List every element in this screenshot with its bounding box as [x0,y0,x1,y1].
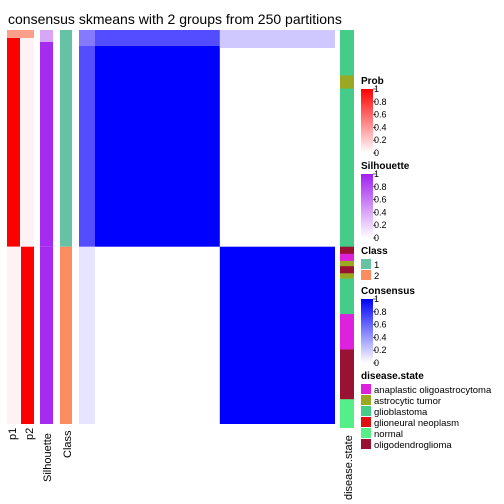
class-swatch-1 [361,270,371,280]
p1-p2-uncertain-rows [7,30,34,38]
consensus-matrix [79,30,335,424]
p2-cell-group-2 [21,246,34,424]
disease_state-swatch-0 [361,384,371,394]
class-cell-group-2 [60,246,72,424]
heatmap-uncertain-cols [79,30,95,247]
disease-band-group-1-0 [340,30,354,77]
silhouette-cell-group-1 [40,30,53,247]
disease_state-swatch-2 [361,406,371,416]
prob-tick-label-5: 0 [374,148,379,158]
prob-tick-label-3: 0.4 [374,122,387,132]
class-swatch-0 [361,259,371,269]
column-label-class: Class [62,430,74,458]
legend-consensus-title: Consensus [361,286,415,297]
disease_state-swatch-1 [361,395,371,405]
consensus-tick-label-3: 0.4 [374,332,387,342]
disease_state-item-label-0: anaplastic oligoastrocytoma [374,385,492,396]
legend-disease-state-title: disease.state [361,371,424,382]
disease-band-group-2-5 [340,278,354,315]
disease-state-column [340,30,354,429]
disease-band-group-2-6 [340,314,354,351]
heatmap-offdiag-band-left [79,246,95,424]
disease-band-group-2-3 [340,266,354,274]
heatmap-offdiag-band-top [219,30,335,48]
disease-band-group-2-7 [340,349,354,400]
consensus-tick-label-4: 0.2 [374,345,387,355]
consensus-tick-label-2: 0.6 [374,320,387,330]
disease-band-group-2-4 [340,273,354,280]
p2-cell-group-1 [21,30,34,247]
disease_state-item-label-4: normal [374,429,403,440]
silhouette-tick-label-2: 0.6 [374,195,387,205]
disease-band-group-2-0 [340,246,354,255]
column-label-silhouette: Silhouette [42,433,54,482]
chart-title: consensus skmeans with 2 groups from 250… [8,11,342,27]
heatmap-block-group-1 [79,30,220,247]
class-item-label-1: 2 [374,271,379,282]
disease_state-item-label-1: astrocytic tumor [374,396,441,407]
column-label-p1: p1 [7,428,19,440]
legend-consensus-colorbar [361,299,373,363]
disease_state-swatch-3 [361,417,371,427]
heatmap-uncertain-rows [79,30,220,46]
prob-tick-label-2: 0.6 [374,110,387,120]
silhouette-tick-label-4: 0.2 [374,220,387,230]
consensus-tick-label-5: 0 [374,358,379,368]
class-item-label-0: 1 [374,260,379,271]
disease_state-swatch-4 [361,428,371,438]
column-label-disease-state: disease.state [343,435,355,500]
legend-class-title: Class [361,246,388,257]
silhouette-tick-label-1: 0.8 [374,182,387,192]
legend-prob: Prob 1 0.8 0.6 0.4 0.2 0 [361,76,387,158]
disease_state-item-label-2: glioblastoma [374,407,428,418]
silhouette-cell-group-2 [40,246,53,424]
legend-disease-state: disease.state anaplastic oligoastrocytom… [361,371,492,451]
consensus-tick-label-0: 1 [374,294,379,304]
disease-band-group-2-1 [340,253,354,262]
prob-tick-label-0: 1 [374,84,379,94]
class-cell-group-1 [60,30,72,247]
legend-consensus: Consensus 1 0.8 0.6 0.4 0.2 0 [361,286,415,368]
disease_state-swatch-5 [361,439,371,449]
silhouette-low-rows [40,30,53,42]
prob-tick-label-4: 0.2 [374,135,387,145]
silhouette-tick-label-5: 0 [374,233,379,243]
disease-band-group-1-1 [340,75,354,90]
disease-band-group-2-2 [340,260,354,267]
silhouette-tick-label-3: 0.4 [374,207,387,217]
silhouette-tick-label-0: 1 [374,169,379,179]
annotation-columns [7,30,72,424]
p1-cell-group-2 [7,246,20,424]
prob-tick-label-1: 0.8 [374,97,387,107]
disease_state-item-label-5: oligodendroglioma [374,440,452,451]
disease-band-group-2-8 [340,399,354,429]
p1-cell-group-1 [7,30,20,247]
disease-band-group-1-2 [340,88,354,248]
consensus-tick-label-1: 0.8 [374,307,387,317]
legend-silhouette: Silhouette 1 0.8 0.6 0.4 0.2 0 [361,161,410,243]
legend-prob-colorbar [361,89,373,153]
legend-prob-title: Prob [361,76,384,87]
legend-silhouette-title: Silhouette [361,161,410,172]
legend-class: Class 12 [361,246,388,282]
heatmap-block-group-2 [219,246,335,424]
legend-silhouette-colorbar [361,174,373,238]
column-label-p2: p2 [24,428,36,440]
disease_state-item-label-3: glioneural neoplasm [374,418,459,429]
